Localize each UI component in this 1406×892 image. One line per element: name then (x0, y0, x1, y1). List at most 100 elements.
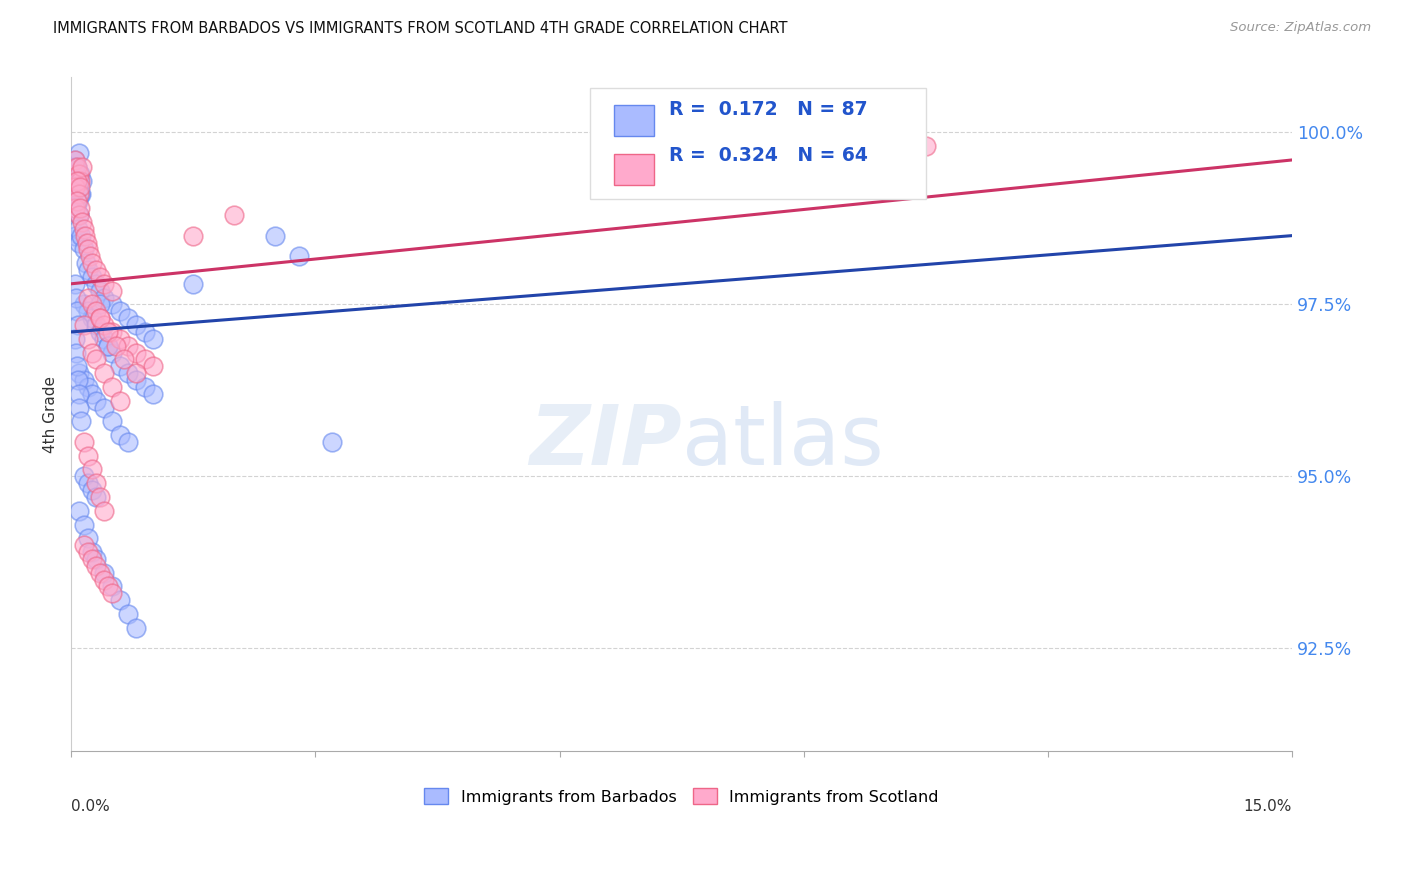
Point (97, 325, 120, 339)
Text: atlas: atlas (682, 401, 883, 482)
Point (76, 380, 98, 394)
Text: ZIP: ZIP (529, 401, 682, 482)
Point (80, 311, 103, 326)
Point (125, 366, 148, 380)
Point (84, 558, 107, 573)
Point (70, 228, 93, 243)
FancyBboxPatch shape (614, 154, 654, 186)
Point (77, 243, 100, 257)
Point (125, 621, 148, 635)
Point (72, 469, 94, 483)
Point (89, 490, 111, 504)
Point (97, 579, 120, 593)
Point (80, 552, 103, 566)
Point (142, 359, 165, 374)
Text: 15.0%: 15.0% (1243, 798, 1292, 814)
Text: 0.0%: 0.0% (72, 798, 110, 814)
Point (65, 277, 87, 291)
Point (93, 291, 115, 305)
Point (69, 504, 91, 518)
Point (89, 297, 111, 311)
Point (67, 146, 90, 161)
Point (75, 228, 97, 243)
Point (70, 160, 93, 174)
Point (66, 194, 89, 209)
Point (65, 180, 87, 194)
Point (76, 291, 98, 305)
Point (101, 414, 124, 428)
Point (80, 462, 103, 476)
Text: R =  0.324   N = 64: R = 0.324 N = 64 (669, 145, 869, 164)
Point (66, 173, 89, 187)
Point (65, 345, 87, 359)
Point (70, 187, 93, 202)
Point (93, 401, 115, 415)
Point (101, 579, 124, 593)
Point (101, 345, 124, 359)
Point (84, 318, 107, 332)
Point (69, 187, 91, 202)
Point (72, 318, 94, 332)
Legend: Immigrants from Barbados, Immigrants from Scotland: Immigrants from Barbados, Immigrants fro… (418, 781, 945, 811)
Point (72, 517, 94, 532)
Point (76, 476, 98, 491)
Point (263, 228, 285, 243)
Point (69, 208, 91, 222)
Point (125, 373, 148, 387)
Point (108, 593, 131, 607)
Point (70, 215, 93, 229)
Point (108, 332, 131, 346)
Point (108, 304, 131, 318)
Point (89, 284, 111, 298)
Point (101, 586, 124, 600)
Point (72, 221, 94, 235)
Point (93, 366, 115, 380)
Point (66, 304, 89, 318)
Point (66, 221, 89, 235)
Point (66, 194, 89, 209)
Point (321, 434, 343, 449)
Point (67, 387, 90, 401)
Point (93, 504, 115, 518)
Point (134, 380, 156, 394)
Point (108, 359, 131, 374)
Point (66, 373, 89, 387)
FancyBboxPatch shape (614, 105, 654, 136)
Point (142, 332, 165, 346)
Point (65, 153, 87, 167)
Point (66, 318, 89, 332)
Point (72, 434, 94, 449)
Point (84, 393, 107, 408)
Point (125, 345, 148, 359)
Point (67, 208, 90, 222)
Point (125, 318, 148, 332)
Point (79, 249, 101, 263)
Point (89, 311, 111, 326)
Point (65, 228, 87, 243)
Point (63, 160, 86, 174)
Point (80, 387, 103, 401)
Point (76, 235, 98, 250)
Point (76, 263, 98, 277)
Point (69, 401, 91, 415)
Point (80, 256, 103, 270)
Point (65, 291, 87, 305)
Point (84, 304, 107, 318)
Point (65, 201, 87, 215)
Point (134, 352, 156, 367)
Text: Source: ZipAtlas.com: Source: ZipAtlas.com (1230, 21, 1371, 35)
Point (93, 573, 115, 587)
Point (84, 490, 107, 504)
Point (101, 297, 124, 311)
Point (93, 332, 115, 346)
Point (117, 339, 139, 353)
Point (80, 545, 103, 559)
Point (108, 428, 131, 442)
Point (117, 311, 139, 326)
Point (117, 434, 139, 449)
Point (183, 277, 205, 291)
Point (108, 393, 131, 408)
Point (101, 284, 124, 298)
Point (84, 263, 107, 277)
Point (84, 552, 107, 566)
